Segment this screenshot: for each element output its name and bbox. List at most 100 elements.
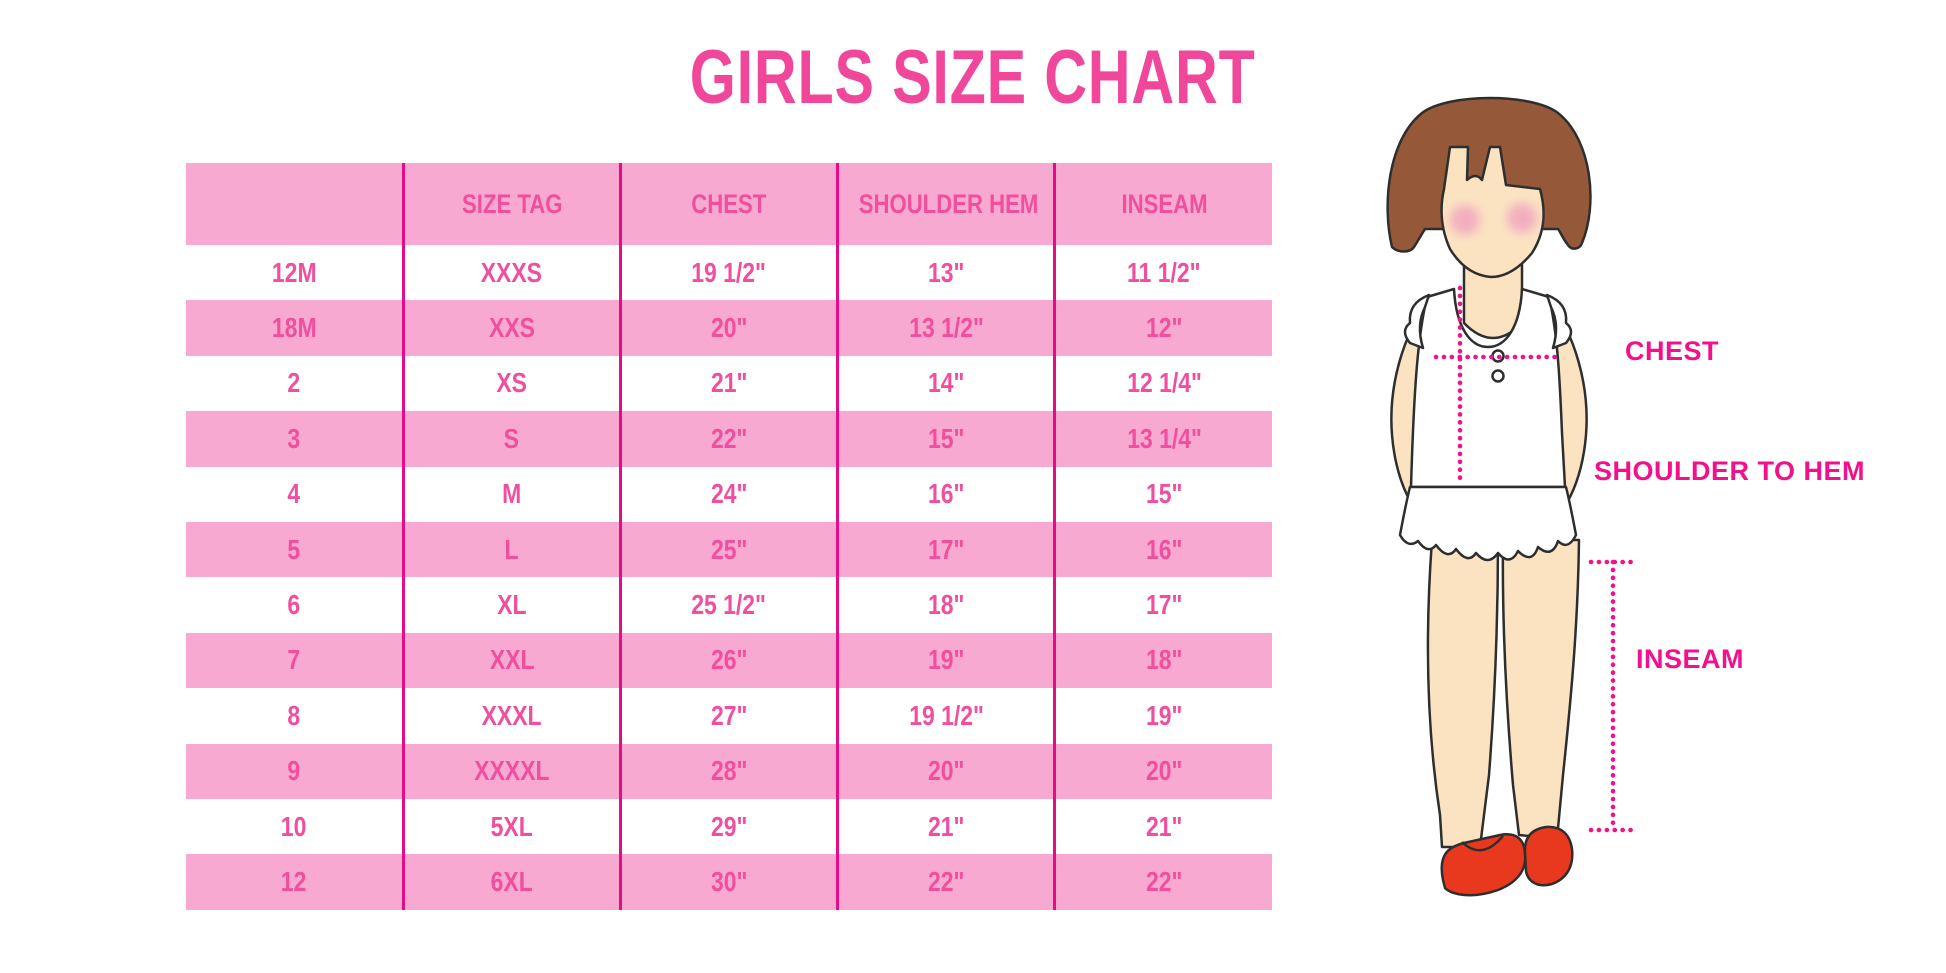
table-cell: 25" [618,521,838,578]
girl-blush-right [1507,203,1537,233]
girls-size-table: SIZE TAG CHEST SHOULDER HEM INSEAM 12M XXXS 1… [186,163,1272,910]
table-cell: 17" [1053,577,1272,633]
table-cell-text: 18M [271,312,317,344]
table-cell-text: 19" [1145,699,1183,731]
table-cell-text: 6XL [490,865,533,897]
table-cell-text: 22" [1145,865,1183,897]
table-cell-text: 8 [287,699,301,731]
table-row: 8 XXXL 27" 19 1/2" 19" [186,688,1272,744]
table-cell-text: 9 [287,755,301,787]
table-cell-text: XS [496,367,528,399]
table-cell: L [401,521,621,578]
table-cell-text: 10 [281,810,307,842]
column-header: CHEST [618,163,838,245]
table-cell: 13 1/4" [1053,411,1272,467]
table-cell: 24" [618,466,838,522]
table-cell: 22" [836,854,1055,910]
table-cell: 15" [1053,466,1272,522]
table-cell-text: 29" [710,810,748,842]
table-cell: 8 [186,688,403,743]
table-cell: 27" [618,688,838,744]
table-cell-text: 4 [287,478,301,510]
table-cell: 18" [836,577,1055,633]
inseam-label: INSEAM [1636,644,1745,674]
table-cell: 12 [186,854,403,909]
table-cell: 20" [836,743,1055,799]
table-cell: 29" [618,798,838,855]
table-row: 4 M 24" 16" 15" [186,466,1272,522]
table-cell: XXXXL [401,743,621,799]
table-cell: 18" [1053,632,1272,689]
girl-right-leg [1501,538,1581,841]
table-cell-text: 17" [1145,589,1183,621]
girl-right-shoe [1523,825,1574,887]
table-cell-text: 5XL [490,810,533,842]
table-cell-text: XXXS [481,256,543,288]
table-cell-text: XXXXL [474,755,550,787]
table-cell-text: 13" [927,256,965,288]
table-cell: 12M [186,245,403,300]
table-cell: 30" [618,854,838,910]
table-cell: 4 [186,467,403,522]
table-cell-text: 12M [271,256,317,288]
table-cell-text: 11 1/2" [1127,256,1201,288]
table-cell: 19 1/2" [618,245,838,301]
table-cell-text: XXXL [481,699,542,731]
table-row: 3 S 22" 15" 13 1/4" [186,411,1272,467]
girl-top-button-2 [1491,369,1505,383]
table-cell: 20" [1053,743,1272,799]
table-cell-text: 18" [1145,644,1183,676]
table-body: 12M XXXS 19 1/2" 13" 11 1/2" 18M XXS 20" 13 1/2"… [186,245,1272,910]
table-cell-text: 30" [710,865,748,897]
table-cell: 19 1/2" [836,688,1055,744]
table-cell-text: 6 [287,589,301,621]
table-cell-text: S [504,422,520,454]
girl-left-shoulder-ruffle [1403,293,1431,350]
table-cell-text: 25" [710,533,748,565]
column-header [186,163,403,245]
table-cell: 25 1/2" [618,577,838,633]
girl-measurement-diagram [1386,96,1638,897]
table-cell-text: 24" [710,478,748,510]
table-cell-text: 21" [1145,810,1183,842]
table-row: 12M XXXS 19 1/2" 13" 11 1/2" [186,245,1272,301]
column-header: INSEAM [1053,163,1272,245]
table-cell: S [401,411,621,467]
table-cell-text: 17" [927,533,965,565]
table-row: 6 XL 25 1/2" 18" 17" [186,577,1272,633]
table-cell-text: XL [497,589,527,621]
table-cell-text: 25 1/2" [691,589,767,621]
table-cell: 21" [618,355,838,412]
table-cell-text: L [504,533,519,565]
table-cell: M [401,466,621,522]
table-cell-text: 19 1/2" [691,256,767,288]
table-cell: 14" [836,355,1055,412]
girl-top [1409,287,1567,489]
table-row: 5 L 25" 17" 16" [186,521,1272,578]
table-cell: 15" [836,411,1055,467]
table-cell: 7 [186,633,403,688]
table-cell-text: XXL [489,644,535,676]
table-cell: 20" [618,300,838,356]
column-header-text: SIZE TAG [461,188,563,219]
table-cell-text: 15" [1145,478,1183,510]
table-cell: 6XL [401,854,621,910]
column-header-text: INSEAM [1121,188,1208,219]
column-header: SHOULDER HEM [836,163,1055,245]
table-cell: 19" [1053,688,1272,744]
table-cell-text: 20" [927,755,965,787]
table-cell-text: 12 [281,865,307,897]
table-cell: 12" [1053,300,1272,356]
table-cell: 12 1/4" [1053,355,1272,412]
table-cell: 5 [186,522,403,577]
girl-left-leg [1426,538,1500,849]
table-cell: 17" [836,521,1055,578]
table-cell: XXS [401,300,621,356]
table-cell-text: 3 [287,422,301,454]
table-cell: 5XL [401,798,621,855]
table-cell: 16" [836,466,1055,522]
table-cell-text: 14" [927,367,965,399]
table-cell-text: 21" [710,367,748,399]
shoulder-to-hem-label: SHOULDER TO HEM [1594,456,1866,486]
